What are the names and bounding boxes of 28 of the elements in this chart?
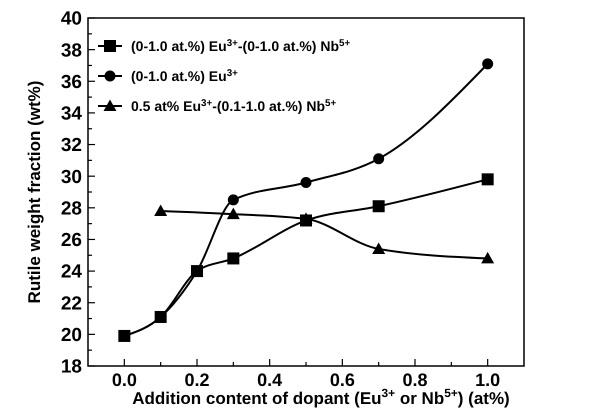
legend-label: (0-1.0 at.%) Eu$^{3+}$ xyxy=(131,67,238,84)
point xyxy=(481,252,494,264)
y-tick-label: 18 xyxy=(60,356,82,378)
point xyxy=(372,242,386,254)
y-tick-label: 32 xyxy=(60,135,82,156)
point xyxy=(482,58,494,70)
point xyxy=(226,208,240,220)
legend-label: (0-1.0 at.%) Eu$^{3+}$-(0-1.0 at.%) Nb$^{5+}$ xyxy=(131,37,350,54)
legend-label: 0.5 at% Eu$^{3+}$-(0.1-1.0 at.%) Nb$^{5+}$ xyxy=(131,97,336,114)
point xyxy=(300,177,312,188)
y-tick-label: 36 xyxy=(60,72,82,93)
point xyxy=(372,200,385,212)
y-tick-label: 24 xyxy=(60,262,82,283)
y-tick-label: 20 xyxy=(60,325,82,346)
y-axis-title: Rutile weight fraction (wt%) xyxy=(25,80,44,304)
point xyxy=(227,252,240,264)
y-tick-label: 30 xyxy=(60,166,82,188)
point xyxy=(228,194,239,206)
y-tick-label: 28 xyxy=(60,198,82,220)
point xyxy=(482,173,494,186)
point xyxy=(154,204,168,216)
y-tick-label: 38 xyxy=(60,40,82,62)
y-tick-label: 26 xyxy=(60,230,82,252)
point xyxy=(373,153,384,164)
y-tick-label: 40 xyxy=(60,8,82,30)
y-tick-label: 22 xyxy=(60,293,82,314)
point xyxy=(300,214,312,226)
y-tick-label: 34 xyxy=(60,104,82,125)
